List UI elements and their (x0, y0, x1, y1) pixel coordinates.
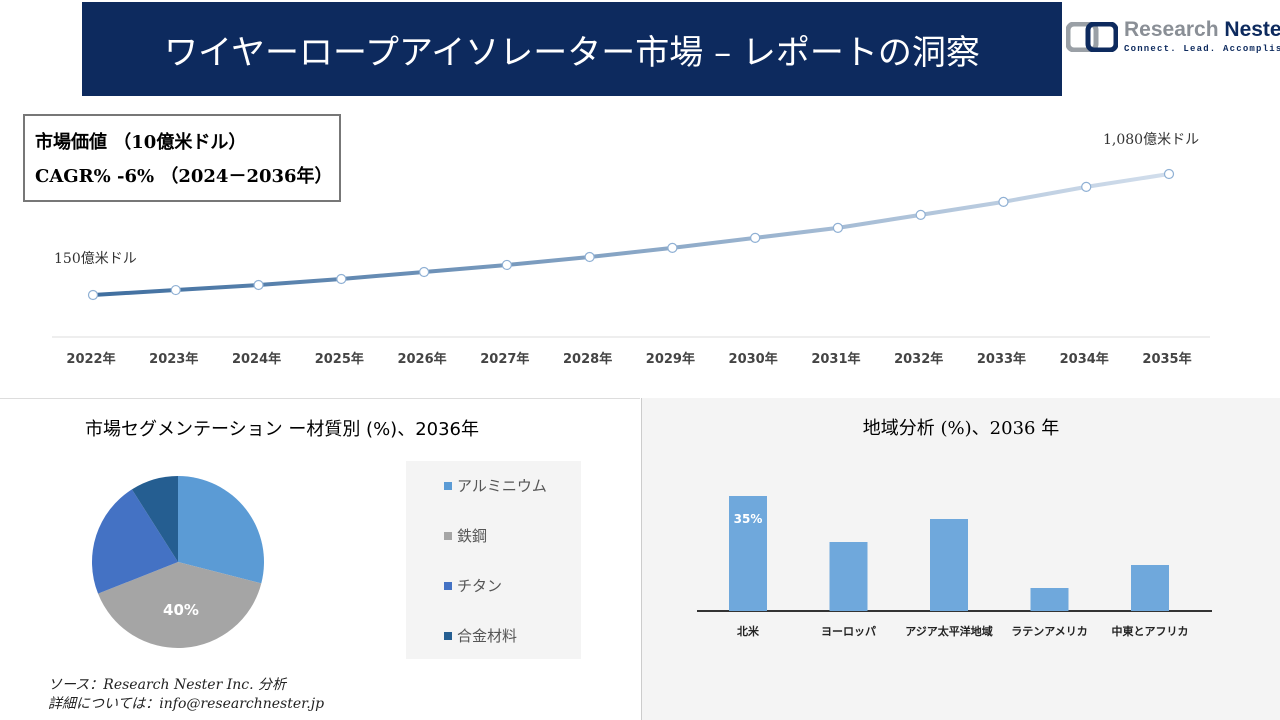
data-point (336, 273, 347, 285)
bar (729, 496, 767, 611)
data-point (832, 222, 844, 233)
bar (930, 519, 968, 611)
x-tick-label: 中東とアフリカ (1112, 624, 1189, 638)
x-tick-label: 2032年 (894, 351, 943, 367)
pie-data-label: 40% (163, 601, 199, 619)
x-tick-label: ラテンアメリカ (1011, 625, 1087, 638)
legend-item: 鉄鋼 (444, 525, 487, 546)
x-tick-label: 2029年 (646, 351, 695, 367)
series-line (92, 172, 1170, 297)
pie-slice (131, 476, 178, 562)
x-tick-label: 北米 (737, 624, 760, 638)
x-tick-label: アジア太平洋地域 (905, 624, 993, 638)
page-title: ワイヤーロープアイソレーター市場 – レポートの洞察 (82, 2, 1062, 96)
x-tick-label: 2035年 (1142, 351, 1191, 367)
x-tick-label: ヨーロッパ (821, 625, 876, 638)
pie-slice (92, 489, 178, 594)
bar-data-label: 35% (734, 512, 763, 526)
data-point (501, 259, 512, 271)
data-point (418, 266, 430, 278)
bar (829, 542, 868, 611)
legend-item: 合金材料 (444, 625, 517, 646)
pie-slice (178, 476, 264, 584)
x-tick-label: 2024年 (232, 351, 281, 367)
bar-chart: 35% 北米 ヨーロッパ アジア太平洋地域 ラテンアメリカ 中東とアフリカ (697, 496, 1212, 638)
market-value-label: 市場価値 （10億米ドル） (35, 132, 247, 153)
x-tick-label: 2026年 (397, 351, 446, 367)
data-point (1163, 168, 1175, 180)
cagr-label: CAGR% -6% （2024－2036年） (35, 166, 333, 187)
x-tick-label: 2022年 (66, 351, 115, 367)
data-point (1081, 181, 1092, 192)
source-note: ソース：Research Nester Inc. 分析 詳細については：info@… (48, 677, 325, 712)
legend-item: チタン (444, 575, 502, 596)
x-tick-label: 2025年 (315, 351, 364, 367)
data-point (584, 251, 595, 263)
x-tick-label: 2028年 (563, 351, 612, 367)
data-point (667, 242, 678, 254)
data-point (253, 279, 264, 291)
x-tick-label: 2034年 (1060, 351, 1109, 367)
market-line-chart: 2022年 2023年 2024年 2025年 2026年 2027年 2028年 2029年… (52, 132, 1210, 367)
legend-item: アルミニウム (444, 475, 547, 496)
pie-slice (98, 562, 262, 648)
x-tick-label: 2027年 (480, 351, 529, 367)
x-tick-label: 2030年 (729, 351, 778, 367)
x-tick-label: 2031年 (811, 351, 860, 367)
region-panel: 地域分析 (%)、2036 年 35% 北米 ヨーロッパ アジア太平洋地域 ラテンアメリ… (641, 398, 1280, 720)
segment-panel: 市場セグメンテーション ー材質別 (%)、2036年 40% アルミニウム 鉄鋼チ… (0, 398, 640, 720)
research-nester-logo: Research Nester Connect. Lead. Accomplis… (1064, 18, 1280, 62)
x-tick-label: 2023年 (149, 351, 198, 367)
data-point (170, 284, 181, 296)
bar (1131, 565, 1169, 611)
start-annotation: 150億米ドル (54, 251, 137, 267)
data-point (87, 289, 99, 301)
bar (1030, 588, 1069, 611)
data-point (998, 196, 1009, 207)
pie-legend: アルミニウム 鉄鋼チタン合金材料 (406, 461, 581, 659)
market-info-box: 市場価値 （10億米ドル） CAGR% -6% （2024－2036年） (23, 114, 341, 202)
end-annotation: 1,080億米ドル (1103, 132, 1199, 148)
pie-title: 市場セグメンテーション ー材質別 (%)、2036年 (84, 419, 480, 440)
pie-chart: 40% (92, 476, 264, 648)
x-tick-label: 2033年 (977, 351, 1026, 367)
data-point (915, 209, 926, 220)
bar-title: 地域分析 (%)、2036 年 (862, 418, 1060, 439)
logo-mark-icon (1066, 22, 1118, 52)
data-point (750, 232, 761, 243)
